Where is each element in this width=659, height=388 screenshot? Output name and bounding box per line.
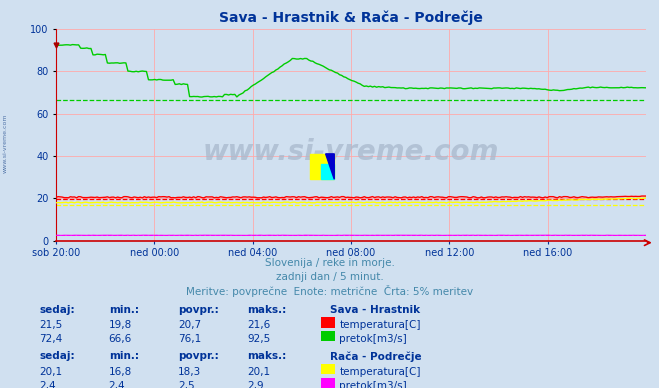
Polygon shape xyxy=(326,154,334,179)
Text: www.si-vreme.com: www.si-vreme.com xyxy=(3,114,8,173)
Text: 2,4: 2,4 xyxy=(109,381,125,388)
Text: povpr.:: povpr.: xyxy=(178,305,219,315)
Text: 92,5: 92,5 xyxy=(247,334,270,344)
Text: Slovenija / reke in morje.: Slovenija / reke in morje. xyxy=(264,258,395,268)
Text: temperatura[C]: temperatura[C] xyxy=(339,367,421,377)
Text: 2,9: 2,9 xyxy=(247,381,264,388)
Text: www.si-vreme.com: www.si-vreme.com xyxy=(203,138,499,166)
Text: 76,1: 76,1 xyxy=(178,334,201,344)
Bar xyxy=(310,154,334,179)
Text: pretok[m3/s]: pretok[m3/s] xyxy=(339,334,407,344)
Text: 21,5: 21,5 xyxy=(40,320,63,330)
Text: temperatura[C]: temperatura[C] xyxy=(339,320,421,330)
Text: povpr.:: povpr.: xyxy=(178,351,219,361)
Text: maks.:: maks.: xyxy=(247,305,287,315)
Text: Meritve: povprečne  Enote: metrične  Črta: 5% meritev: Meritve: povprečne Enote: metrične Črta:… xyxy=(186,285,473,297)
Text: 18,3: 18,3 xyxy=(178,367,201,377)
Text: 16,8: 16,8 xyxy=(109,367,132,377)
Text: 20,1: 20,1 xyxy=(40,367,63,377)
Text: maks.:: maks.: xyxy=(247,351,287,361)
Text: zadnji dan / 5 minut.: zadnji dan / 5 minut. xyxy=(275,272,384,282)
Text: 2,5: 2,5 xyxy=(178,381,194,388)
Text: 20,7: 20,7 xyxy=(178,320,201,330)
Text: 2,4: 2,4 xyxy=(40,381,56,388)
Text: min.:: min.: xyxy=(109,351,139,361)
Text: sedaj:: sedaj: xyxy=(40,351,75,361)
Title: Sava - Hrastnik & Rača - Podrečje: Sava - Hrastnik & Rača - Podrečje xyxy=(219,10,483,25)
Text: 19,8: 19,8 xyxy=(109,320,132,330)
Text: sedaj:: sedaj: xyxy=(40,305,75,315)
Text: 20,1: 20,1 xyxy=(247,367,270,377)
Text: 21,6: 21,6 xyxy=(247,320,270,330)
Bar xyxy=(321,164,334,179)
Text: Rača - Podrečje: Rača - Podrečje xyxy=(330,351,421,362)
Text: 66,6: 66,6 xyxy=(109,334,132,344)
Text: min.:: min.: xyxy=(109,305,139,315)
Text: 72,4: 72,4 xyxy=(40,334,63,344)
Text: Sava - Hrastnik: Sava - Hrastnik xyxy=(330,305,420,315)
Text: pretok[m3/s]: pretok[m3/s] xyxy=(339,381,407,388)
